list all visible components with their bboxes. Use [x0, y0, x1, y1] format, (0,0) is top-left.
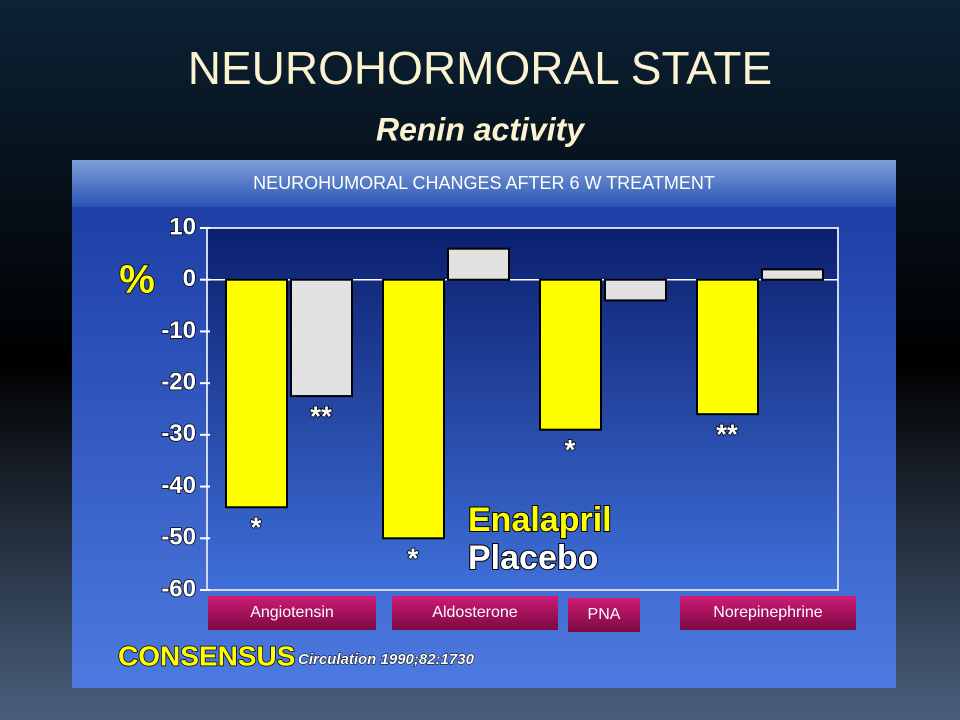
- y-tick-label: 10: [169, 213, 196, 240]
- bar: [696, 278, 759, 416]
- y-tick-label: -60: [161, 575, 196, 602]
- x-tick-label: Aldosterone: [432, 604, 517, 621]
- significance-marker: **: [310, 400, 332, 431]
- chart-header: [72, 160, 896, 207]
- significance-marker: *: [565, 434, 576, 465]
- category-box: [568, 598, 640, 632]
- bar: [447, 247, 510, 281]
- y-tick-label: -20: [161, 368, 196, 395]
- significance-marker: *: [408, 543, 419, 574]
- category-box: [392, 596, 558, 630]
- y-tick-label: 0: [183, 265, 196, 292]
- y-tick-label: -10: [161, 317, 196, 344]
- source-name: CONSENSUS: [118, 640, 295, 671]
- bar: [604, 278, 667, 302]
- category-box: [680, 596, 856, 630]
- slide-title: NEUROHORMORAL STATE: [188, 42, 772, 94]
- bar: [539, 278, 602, 431]
- x-tick-label: PNA: [588, 606, 621, 623]
- legend-entry: Placebo: [468, 539, 598, 577]
- y-axis-label: %: [119, 258, 155, 302]
- bar: [290, 278, 353, 398]
- bar: [225, 278, 288, 509]
- y-tick-label: -50: [161, 524, 196, 551]
- significance-marker: *: [251, 512, 262, 543]
- x-tick-label: Norepinephrine: [713, 604, 823, 621]
- source-citation: Circulation 1990;82:1730: [298, 651, 475, 668]
- y-tick-label: -40: [161, 472, 196, 499]
- bar: [761, 268, 824, 281]
- x-tick-label: Angiotensin: [250, 604, 334, 621]
- bar: [382, 278, 445, 540]
- y-tick-label: -30: [161, 420, 196, 447]
- category-box: [208, 596, 376, 630]
- chart-title: NEUROHUMORAL CHANGES AFTER 6 W TREATMENT: [253, 173, 715, 193]
- legend-entry: Enalapril: [468, 501, 612, 539]
- significance-marker: **: [716, 419, 738, 450]
- slide-subtitle: Renin activity: [376, 111, 586, 147]
